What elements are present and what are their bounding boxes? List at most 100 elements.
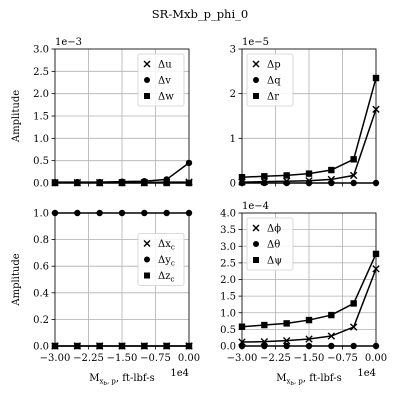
x-axis-label-sub: x — [99, 378, 103, 386]
legend-label-name: Δv — [158, 76, 171, 87]
y-tick-label: 2 — [230, 89, 236, 100]
legend-entry: Δθ — [253, 240, 280, 251]
legend-entry: Δp — [252, 60, 281, 71]
y-axis-label: Amplitude — [11, 90, 22, 143]
legend-marker — [253, 257, 259, 263]
marker-square — [283, 320, 290, 327]
y-tick-label: 3.5 — [220, 225, 236, 236]
marker-x — [282, 336, 291, 345]
y-tick-label: 3.0 — [220, 242, 236, 253]
y-tick-label: 1.0 — [33, 134, 49, 145]
x-tick-label: −2.25 — [73, 353, 104, 364]
legend-marker — [144, 272, 150, 279]
legend-entry: Δv — [144, 76, 171, 87]
legend-marker — [144, 93, 150, 99]
subplot: 0 1 2 3 1e−5 Δp Δq Δr — [230, 37, 380, 190]
x-tick-label: −0.75 — [140, 353, 171, 364]
y-tick-label: 3 — [230, 45, 236, 56]
y-offset-text: 1e−4 — [242, 201, 269, 212]
y-tick-label: 0.5 — [33, 156, 49, 167]
y-tick-label: 4.0 — [220, 209, 236, 220]
marker-square — [305, 316, 313, 324]
marker-x — [305, 335, 313, 343]
legend-entry: Δxc — [143, 239, 175, 252]
legend-marker — [252, 224, 260, 232]
y-axis-label: Amplitude — [11, 253, 22, 306]
y-tick-label: 2.0 — [33, 89, 49, 100]
marker-x — [349, 171, 358, 180]
x-axis-label-main: M — [276, 373, 286, 384]
legend-marker — [252, 60, 260, 68]
y-tick-label: 0.4 — [33, 288, 49, 299]
y-tick-label: 1.0 — [220, 308, 236, 319]
legend-entry: Δr — [253, 92, 279, 103]
x-tick-label: −3.00 — [40, 353, 71, 364]
x-axis-label-rest: , ft-lbf-s — [116, 373, 155, 384]
x-tick-label: −1.50 — [294, 353, 325, 364]
x-tick-label: 0.00 — [178, 353, 200, 364]
y-tick-label: 0 — [230, 179, 236, 190]
legend-label-name: Δr — [267, 92, 279, 103]
legend-marker — [144, 77, 150, 83]
legend-entry: Δu — [143, 60, 172, 71]
marker-stroke — [327, 332, 336, 340]
legend-entry: Δq — [253, 76, 281, 87]
legend-marker — [253, 93, 259, 99]
legend-label-sub: c — [171, 244, 175, 252]
x-tick-label: −2.25 — [260, 353, 291, 364]
legend-label-name: Δψ — [267, 256, 282, 267]
x-axis-label-main: M — [89, 373, 99, 384]
x-axis-label-subsub: b — [103, 381, 107, 387]
marker-square — [261, 321, 268, 329]
x-offset-text: 1e4 — [170, 368, 189, 379]
y-tick-label: 0.8 — [33, 235, 49, 246]
legend-marker — [144, 256, 150, 263]
legend-label: Δϕ — [267, 224, 281, 235]
y-tick-label: 0.0 — [33, 342, 49, 353]
legend-label: Δxc — [158, 239, 175, 252]
marker-square — [328, 311, 335, 319]
axes-frame — [54, 48, 190, 184]
x-axis-label: Mxb, p, ft-lbf-s — [89, 373, 155, 387]
y-tick-label: 1.5 — [220, 292, 236, 303]
legend-entry: Δyc — [144, 255, 175, 268]
x-tick-label: −3.00 — [227, 353, 258, 364]
marker-square — [261, 173, 268, 180]
y-tick-label: 0.0 — [220, 342, 236, 353]
x-tick-label: 0.00 — [365, 353, 387, 364]
marker-square — [350, 300, 357, 307]
legend-label-name: Δu — [158, 60, 172, 71]
marker-x — [349, 323, 358, 331]
legend-label: Δq — [267, 76, 281, 87]
x-tick-label: −1.50 — [107, 353, 138, 364]
legend-entry: Δzc — [144, 271, 175, 284]
legend-marker — [143, 60, 151, 68]
y-tick-label: 1 — [230, 134, 236, 145]
legend-label: Δzc — [158, 271, 175, 284]
x-axis-label-subsub: b — [290, 381, 294, 387]
legend-label-sub: c — [171, 260, 175, 268]
legend-marker — [253, 241, 259, 247]
legend-label: Δp — [267, 60, 281, 71]
y-offset-text: 1e−5 — [242, 37, 269, 48]
axes-frame — [241, 48, 377, 184]
marker-square — [328, 166, 335, 174]
legend-label: Δv — [158, 76, 171, 87]
y-tick-label: 2.5 — [33, 67, 49, 78]
legend-label-sub: c — [171, 276, 175, 284]
x-axis-label-rest: , ft-lbf-s — [303, 373, 342, 384]
legend-label: Δψ — [267, 256, 282, 267]
marker-square — [305, 170, 313, 177]
marker-square — [283, 172, 290, 179]
legend-entry: Δψ — [253, 256, 282, 267]
legend-label: Δyc — [158, 255, 175, 268]
y-tick-label: 2.5 — [220, 258, 236, 269]
y-tick-label: 3.0 — [33, 45, 49, 56]
legend-label-name: Δx — [158, 239, 171, 250]
axes-frame — [241, 212, 377, 347]
y-tick-label: 0.0 — [33, 179, 49, 190]
legend-marker — [143, 240, 151, 247]
y-tick-label: 1.5 — [33, 112, 49, 123]
y-tick-label: 1.0 — [33, 209, 49, 220]
